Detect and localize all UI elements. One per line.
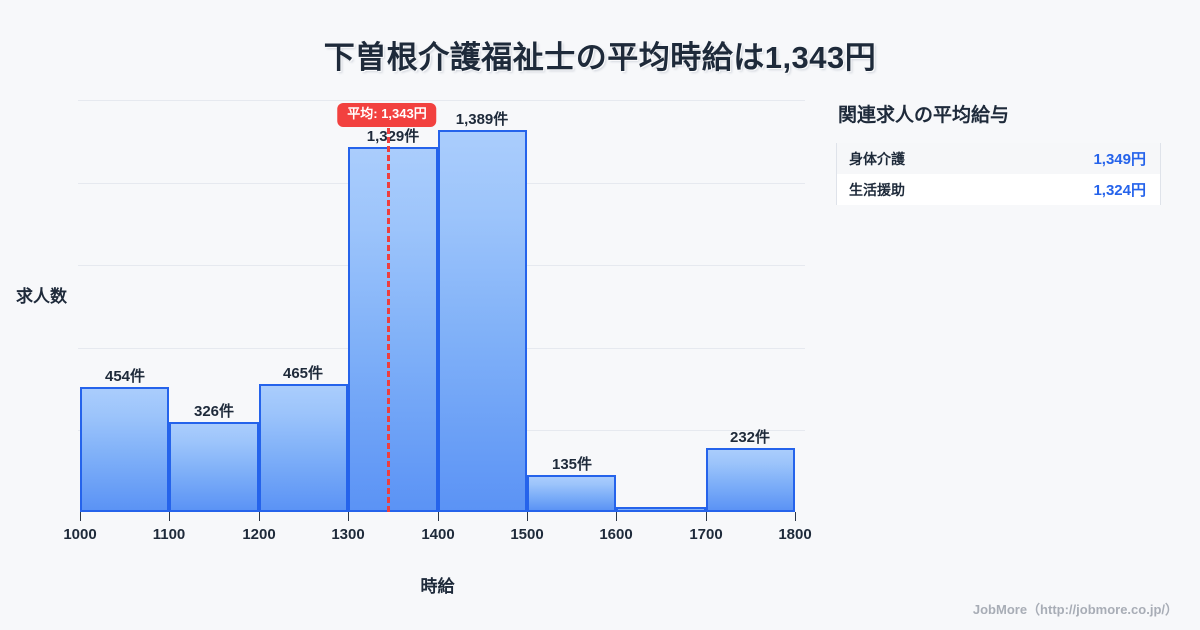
bar[interactable] [169, 422, 259, 512]
x-axis-tick-label: 1500 [510, 526, 544, 543]
related-salary-row-value: 1,349円 [1093, 151, 1146, 168]
average-dashed-line [386, 128, 390, 512]
related-salary-row-label: 生活援助 [849, 181, 905, 198]
bar[interactable] [348, 147, 438, 512]
x-axis-tick-label: 1000 [63, 526, 97, 543]
related-salary-table: 身体介護 1,349円生活援助 1,324円 [836, 143, 1161, 205]
bar-value-label: 1,389件 [455, 111, 509, 128]
bar-value-label: 135件 [551, 456, 593, 473]
related-salary-title: 関連求人の平均給与 [838, 105, 1010, 126]
x-axis-tick-label: 1600 [599, 526, 633, 543]
x-axis-tick-mark [438, 512, 439, 521]
bar-value-label: 232件 [729, 429, 771, 446]
average-badge: 平均: 1,343円 [337, 103, 437, 127]
gridline [78, 100, 805, 101]
bar-value-label: 326件 [193, 403, 235, 420]
x-axis-tick-mark [80, 512, 81, 521]
x-axis-tick-label: 1800 [778, 526, 812, 543]
x-axis-tick-label: 1200 [242, 526, 276, 543]
related-salary-panel: 関連求人の平均給与 身体介護 1,349円生活援助 1,324円 [836, 100, 1166, 205]
bar[interactable] [438, 130, 527, 512]
x-axis-tick-mark [706, 512, 707, 521]
bar[interactable] [80, 387, 169, 512]
page-title: 下曽根介護福祉士の平均時給は1,343円 [323, 40, 877, 75]
x-axis-tick-mark [348, 512, 349, 521]
x-axis-tick-label: 1300 [331, 526, 365, 543]
y-axis-title: 求人数 [16, 287, 67, 306]
related-salary-row[interactable]: 生活援助 1,324円 [837, 174, 1160, 205]
x-axis-tick-label: 1700 [689, 526, 723, 543]
footer-attribution: JobMore（http://jobmore.co.jp/） [972, 602, 1178, 617]
bar[interactable] [527, 475, 616, 512]
related-salary-row-value: 1,324円 [1093, 182, 1146, 199]
x-axis-tick-mark [616, 512, 617, 521]
plot-area: 454件 326件 465件 1,329件 1,389件 135件 232件 [78, 100, 805, 512]
bar[interactable] [616, 507, 706, 512]
x-axis-tick-label: 1400 [421, 526, 455, 543]
related-salary-row[interactable]: 身体介護 1,349円 [837, 143, 1160, 174]
bar[interactable] [259, 384, 348, 512]
x-axis-tick-mark [527, 512, 528, 521]
x-axis-tick-mark [169, 512, 170, 521]
related-salary-row-label: 身体介護 [849, 150, 905, 167]
x-axis-title: 時給 [420, 577, 455, 596]
bar[interactable] [706, 448, 795, 512]
x-axis-tick-mark [259, 512, 260, 521]
bar-value-label: 465件 [282, 365, 324, 382]
bar-value-label: 1,329件 [366, 128, 420, 145]
x-axis-tick-label: 1100 [152, 526, 186, 543]
histogram-chart: 求人数 454件 326件 465件 1,329件 1,389件 135件 232件 100… [16, 100, 812, 596]
bar-value-label: 454件 [104, 368, 146, 385]
x-axis-tick-mark [795, 512, 796, 521]
